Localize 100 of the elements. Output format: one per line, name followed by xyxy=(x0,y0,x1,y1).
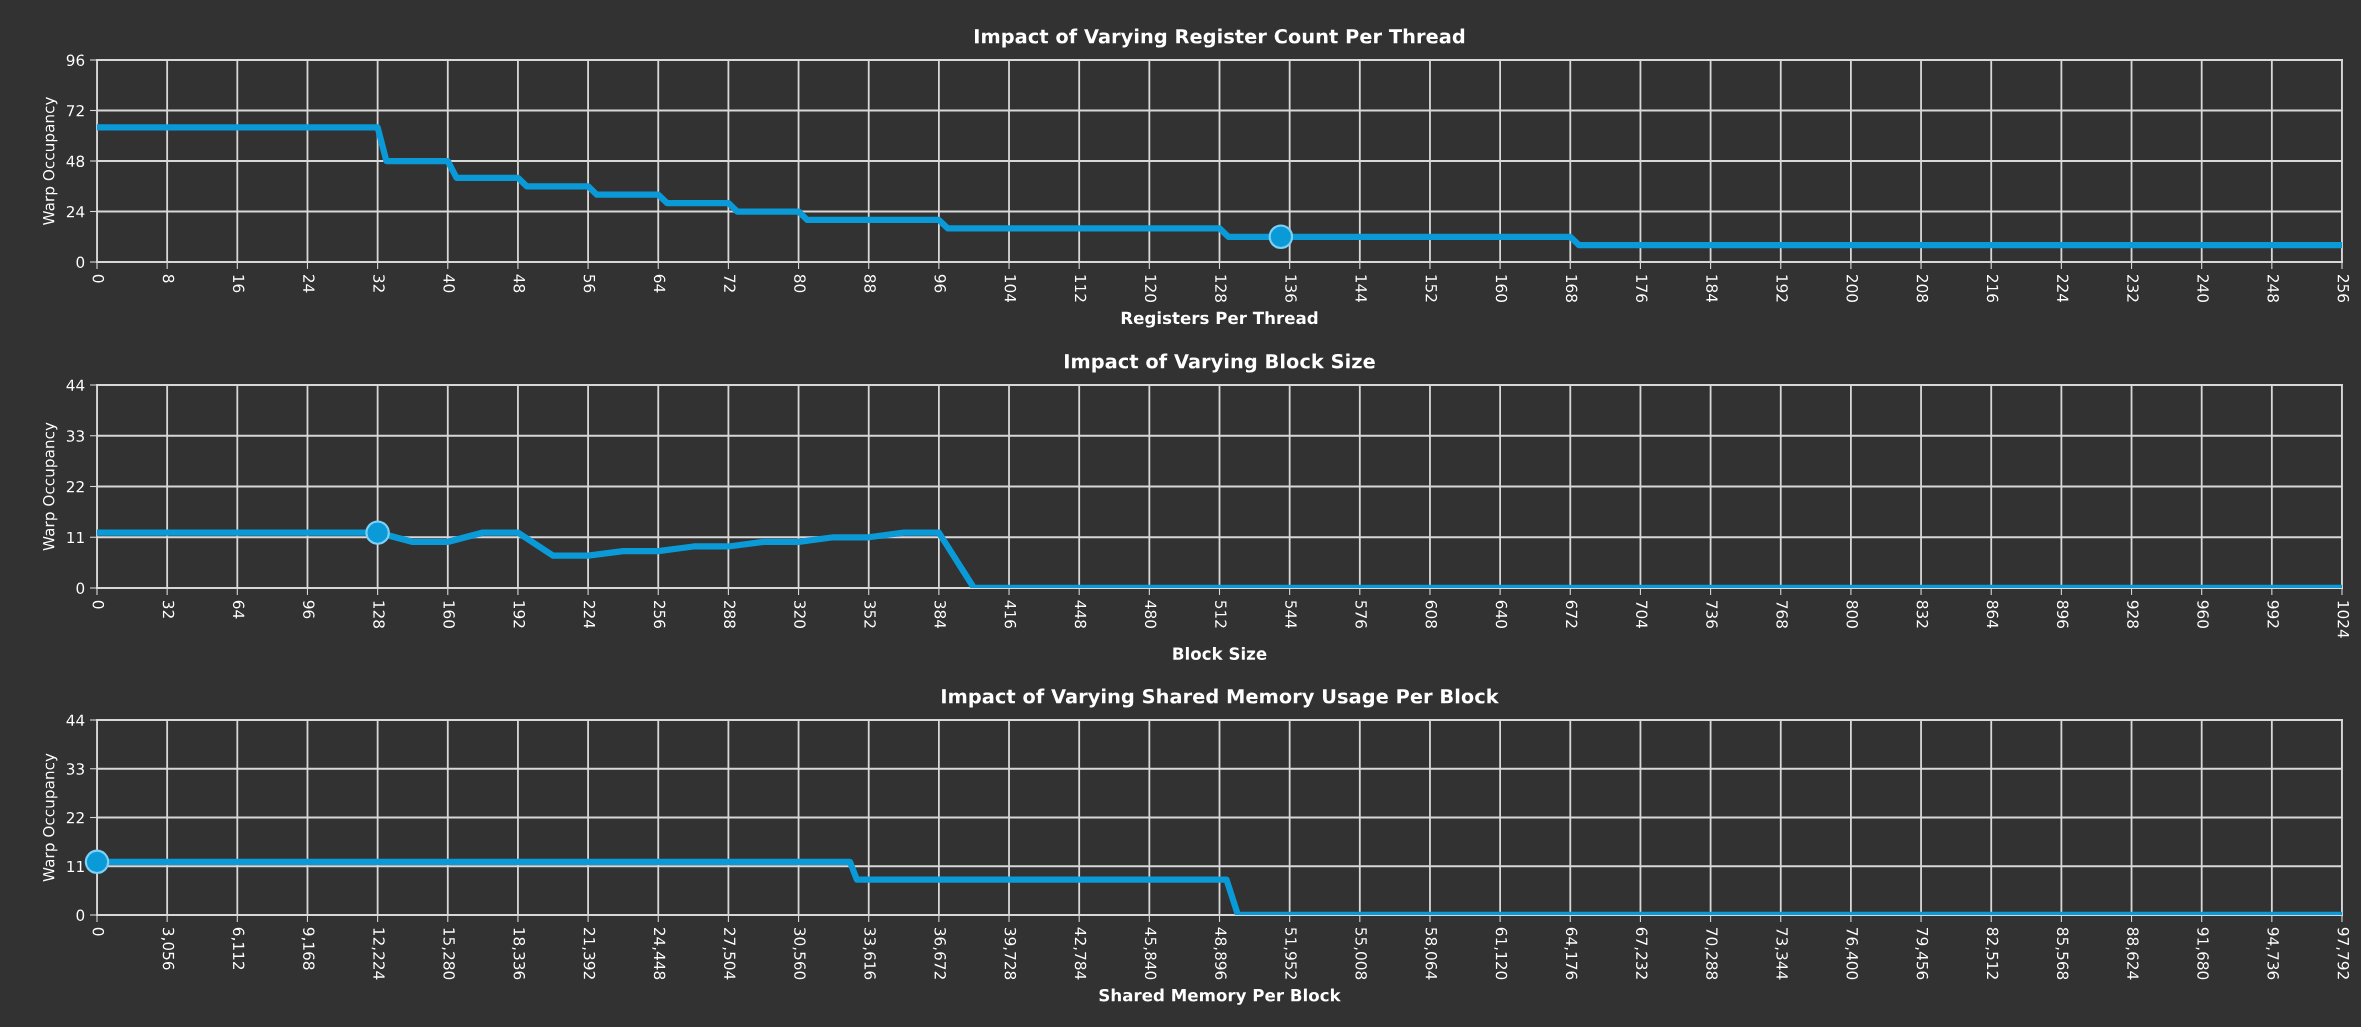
x-axis-title: Block Size xyxy=(1173,647,1267,660)
x-tick-label: 200 xyxy=(1846,274,1859,302)
x-tick-label: 248 xyxy=(2267,274,2279,302)
x-tick-label: 9,168 xyxy=(301,927,315,970)
x-tick-label: 3,056 xyxy=(161,927,175,970)
x-tick-label: 51,952 xyxy=(1283,927,1297,979)
x-tick-label: 144 xyxy=(1355,275,1367,303)
x-tick-label: 448 xyxy=(1074,600,1087,628)
x-tick-label: 72 xyxy=(724,275,736,292)
x-tick-label: 91,680 xyxy=(2195,927,2209,980)
x-tick-label: 928 xyxy=(2127,600,2139,628)
x-tick-label: 6,112 xyxy=(231,927,245,970)
x-tick-label: 16 xyxy=(232,275,245,293)
x-tick-label: 82,512 xyxy=(1985,927,1999,979)
x-tick-label: 136 xyxy=(1285,275,1297,302)
x-tick-label: 55,008 xyxy=(1353,927,1367,980)
x-tick-label: 800 xyxy=(1846,600,1859,628)
y-tick-label: 22 xyxy=(66,811,84,824)
x-tick-label: 240 xyxy=(2197,274,2209,302)
x-tick-label: 704 xyxy=(1636,601,1648,629)
x-tick-label: 736 xyxy=(1706,601,1718,628)
x-tick-label: 70,288 xyxy=(1704,928,1718,980)
y-tick-label: 44 xyxy=(66,379,85,391)
x-tick-label: 672 xyxy=(1565,600,1578,628)
x-tick-label: 40 xyxy=(443,274,455,293)
x-tick-label: 232 xyxy=(2127,274,2139,302)
x-tick-label: 216 xyxy=(1986,274,1999,302)
x-tick-label: 0 xyxy=(92,927,105,936)
x-tick-label: 352 xyxy=(864,600,876,628)
x-tick-label: 320 xyxy=(794,600,806,628)
x-tick-label: 21,392 xyxy=(582,927,596,979)
x-tick-label: 288 xyxy=(723,600,736,628)
x-tick-label: 56 xyxy=(583,274,596,293)
x-tick-label: 896 xyxy=(2056,600,2069,628)
x-tick-label: 992 xyxy=(2267,600,2279,628)
x-tick-label: 112 xyxy=(1074,275,1087,302)
x-tick-label: 12,224 xyxy=(371,928,385,980)
x-tick-label: 152 xyxy=(1425,275,1438,302)
x-tick-label: 64,176 xyxy=(1564,927,1578,980)
x-tick-label: 88 xyxy=(864,274,876,293)
x-tick-label: 45,840 xyxy=(1143,927,1157,980)
x-tick-label: 160 xyxy=(443,601,455,628)
x-tick-label: 85,568 xyxy=(2055,927,2069,980)
y-tick-label: 0 xyxy=(76,256,85,269)
y-tick-label: 72 xyxy=(67,104,84,117)
x-tick-label: 480 xyxy=(1144,600,1157,628)
x-tick-label: 128 xyxy=(373,601,385,628)
x-tick-label: 416 xyxy=(1004,600,1017,628)
y-tick-label: 44 xyxy=(66,714,85,726)
x-tick-label: 960 xyxy=(2197,600,2209,628)
x-tick-label: 24,448 xyxy=(652,927,666,980)
y-tick-label: 22 xyxy=(66,480,84,493)
x-tick-label: 48,896 xyxy=(1213,927,1227,980)
x-tick-label: 8 xyxy=(162,274,175,283)
x-tick-label: 73,344 xyxy=(1774,928,1788,980)
x-tick-label: 39,728 xyxy=(1003,927,1017,980)
x-tick-label: 24 xyxy=(303,274,315,293)
x-tick-label: 32 xyxy=(373,274,385,292)
x-axis-title: Registers Per Thread xyxy=(1121,311,1318,328)
y-tick-label: 48 xyxy=(66,155,85,168)
x-tick-label: 67,232 xyxy=(1634,927,1648,979)
x-tick-label: 104 xyxy=(1004,275,1017,303)
x-tick-label: 32 xyxy=(162,600,175,618)
x-tick-label: 192 xyxy=(1776,275,1788,302)
x-tick-label: 18,336 xyxy=(511,928,526,980)
x-tick-label: 640 xyxy=(1495,600,1508,628)
x-tick-label: 184 xyxy=(1706,275,1718,303)
y-axis-title: Warp Occupancy xyxy=(42,753,58,882)
x-tick-label: 48 xyxy=(513,274,526,293)
x-tick-label: 0 xyxy=(92,600,105,609)
x-tick-label: 768 xyxy=(1776,601,1788,628)
x-tick-label: 36,672 xyxy=(932,927,946,979)
x-tick-label: 608 xyxy=(1425,600,1438,628)
x-axis-title: Shared Memory Per Block xyxy=(1099,988,1341,1005)
x-tick-label: 832 xyxy=(1916,600,1929,628)
x-tick-label: 42,784 xyxy=(1073,927,1087,980)
x-tick-label: 512 xyxy=(1215,600,1227,628)
y-tick-label: 96 xyxy=(66,54,85,67)
x-tick-label: 94,736 xyxy=(2265,927,2279,980)
y-tick-label: 33 xyxy=(66,430,84,442)
x-tick-label: 120 xyxy=(1144,275,1157,302)
x-tick-label: 256 xyxy=(2337,274,2350,302)
chart-title: Impact of Varying Shared Memory Usage Per Block xyxy=(942,688,1500,708)
x-tick-label: 96 xyxy=(303,600,315,619)
y-tick-label: 0 xyxy=(76,909,85,922)
chart-title: Impact of Varying Register Count Per Thread xyxy=(975,28,1465,48)
x-tick-label: 224 xyxy=(2057,274,2069,303)
x-tick-label: 76,400 xyxy=(1844,928,1859,980)
x-tick-label: 864 xyxy=(1986,600,1999,629)
x-tick-label: 61,120 xyxy=(1494,927,1508,980)
x-tick-label: 27,504 xyxy=(722,927,736,980)
x-tick-label: 208 xyxy=(1916,274,1929,302)
x-tick-label: 176 xyxy=(1636,275,1648,302)
x-tick-label: 168 xyxy=(1565,275,1578,302)
y-tick-label: 24 xyxy=(66,205,85,218)
x-tick-label: 384 xyxy=(934,600,946,629)
x-tick-label: 64 xyxy=(653,274,666,293)
x-tick-label: 79,456 xyxy=(1915,928,1929,980)
y-tick-label: 11 xyxy=(67,860,84,873)
x-tick-label: 97,792 xyxy=(2336,927,2350,979)
